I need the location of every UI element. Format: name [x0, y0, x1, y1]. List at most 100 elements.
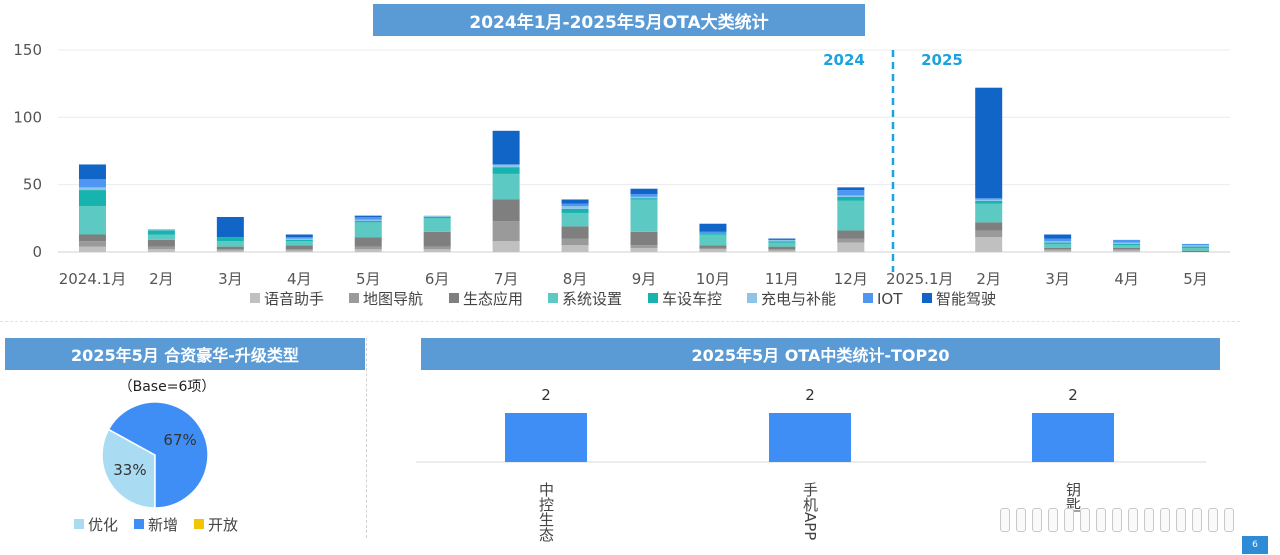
bar-segment [630, 245, 658, 248]
thumbnail-icon[interactable] [1080, 508, 1090, 532]
bar-segment [561, 206, 589, 209]
bar-segment [147, 230, 175, 235]
bar-segment [216, 241, 244, 247]
bar-segment [354, 221, 382, 223]
bar-segment [561, 208, 589, 213]
bar-segment [492, 221, 520, 242]
bar-segment [630, 196, 658, 199]
thumbnail-icon[interactable] [1064, 508, 1074, 532]
thumbnail-icon[interactable] [1016, 508, 1026, 532]
bar-segment [147, 239, 175, 247]
thumbnail-icon[interactable] [1032, 508, 1042, 532]
bar-segment [492, 167, 520, 174]
legend-swatch [648, 293, 658, 303]
bar-segment [147, 246, 175, 250]
bar-segment [768, 242, 796, 247]
pie-legend-label: 优化 [88, 516, 118, 534]
top20-chart-title: 2025年5月 OTA中类统计-TOP20 [421, 338, 1220, 370]
thumbnail-strip[interactable] [1000, 506, 1272, 534]
legend-swatch [863, 293, 873, 303]
thumbnail-icon[interactable] [1112, 508, 1122, 532]
thumbnail-icon[interactable] [1192, 508, 1202, 532]
x-category-label: 4月 [1114, 270, 1139, 288]
legend-swatch [250, 293, 260, 303]
legend-label: 系统设置 [562, 290, 622, 308]
legend-label: 充电与补能 [761, 290, 836, 308]
bar-segment [423, 215, 451, 217]
bar-segment [492, 241, 520, 252]
main-stacked-bar-chart: 0 50 100 150 2024.1月 2月 3月 4月 5月 6月 7月 8月 9月 10月 11月 1… [13, 41, 1230, 308]
bar-segment [1044, 238, 1072, 242]
top20-bar [1032, 413, 1114, 462]
x-category-label: 12月 [834, 270, 868, 288]
pie-slice [101, 428, 156, 509]
bar-segment [78, 190, 106, 207]
thumbnail-icon[interactable] [1208, 508, 1218, 532]
bar-segment [1044, 243, 1072, 248]
bar-segment [216, 237, 244, 242]
top20-bar [505, 413, 587, 462]
bar-segment [768, 250, 796, 252]
bar-segment [768, 239, 796, 242]
bar-segment [561, 199, 589, 204]
x-category-label: 5月 [1183, 270, 1208, 288]
legend-label: 地图导航 [363, 290, 423, 308]
bar-segment [768, 246, 796, 250]
thumbnail-icon[interactable] [1048, 508, 1058, 532]
bar-segment [1113, 249, 1141, 251]
pie-chart-title: 2025年5月 合资豪华-升级类型 [5, 338, 365, 370]
legend-swatch [922, 293, 932, 303]
pie-data-label: 33% [113, 461, 146, 479]
bar-segment [630, 199, 658, 232]
pie-legend-label: 新增 [148, 516, 178, 534]
bar-segment [354, 237, 382, 247]
bar-segment [423, 216, 451, 219]
bar-segment [699, 245, 727, 248]
bar-segment [561, 245, 589, 252]
thumbnail-icon[interactable] [1000, 508, 1010, 532]
bar-segment [630, 198, 658, 200]
pie-legend-label: 开放 [208, 516, 238, 534]
section-divider-vertical [366, 338, 367, 538]
x-category-label: 9月 [632, 270, 657, 288]
top20-bar-chart: 2 中控生态 2 手机APP 2 钥匙 [416, 386, 1206, 542]
bar-segment [354, 216, 382, 220]
thumbnail-icon[interactable] [1224, 508, 1234, 532]
x-category-label: 2月 [976, 270, 1001, 288]
x-category-label: 6月 [425, 270, 450, 288]
bar-segment [1044, 241, 1072, 243]
x-category-label: 8月 [563, 270, 588, 288]
y-tick-label: 50 [23, 176, 42, 194]
bar-segment [423, 231, 451, 247]
bar-segment [216, 216, 244, 238]
thumbnail-icon[interactable] [1096, 508, 1106, 532]
bar-segment [285, 250, 313, 252]
y-tick-label: 0 [32, 243, 42, 261]
bar-segment [975, 199, 1003, 201]
bar-segment [1044, 234, 1072, 239]
thumbnail-icon[interactable] [1176, 508, 1186, 532]
top20-bar [769, 413, 851, 462]
x-category-label: 2024.1月 [59, 270, 127, 288]
bar-segment [285, 238, 313, 240]
bar-segment [285, 245, 313, 250]
top20-category-label: 钥匙 [1064, 482, 1082, 513]
legend-label: 智能驾驶 [936, 290, 996, 308]
x-category-label: 2025.1月 [886, 270, 954, 288]
bar-segment [423, 249, 451, 252]
y-tick-label: 150 [13, 41, 42, 59]
bar-segment [1113, 239, 1141, 243]
thumbnail-icon[interactable] [1128, 508, 1138, 532]
thumbnail-icon[interactable] [1144, 508, 1154, 532]
bar-segment [699, 233, 727, 235]
bar-segment [423, 246, 451, 250]
bar-segment [630, 247, 658, 252]
legend-label: 语音助手 [264, 290, 324, 308]
thumbnail-icon[interactable] [1160, 508, 1170, 532]
bar-segment [975, 222, 1003, 231]
bar-segment [630, 188, 658, 195]
bar-segment [975, 198, 1003, 200]
bar-segment [975, 87, 1003, 199]
bar-segment [699, 234, 727, 246]
x-category-label: 10月 [696, 270, 730, 288]
